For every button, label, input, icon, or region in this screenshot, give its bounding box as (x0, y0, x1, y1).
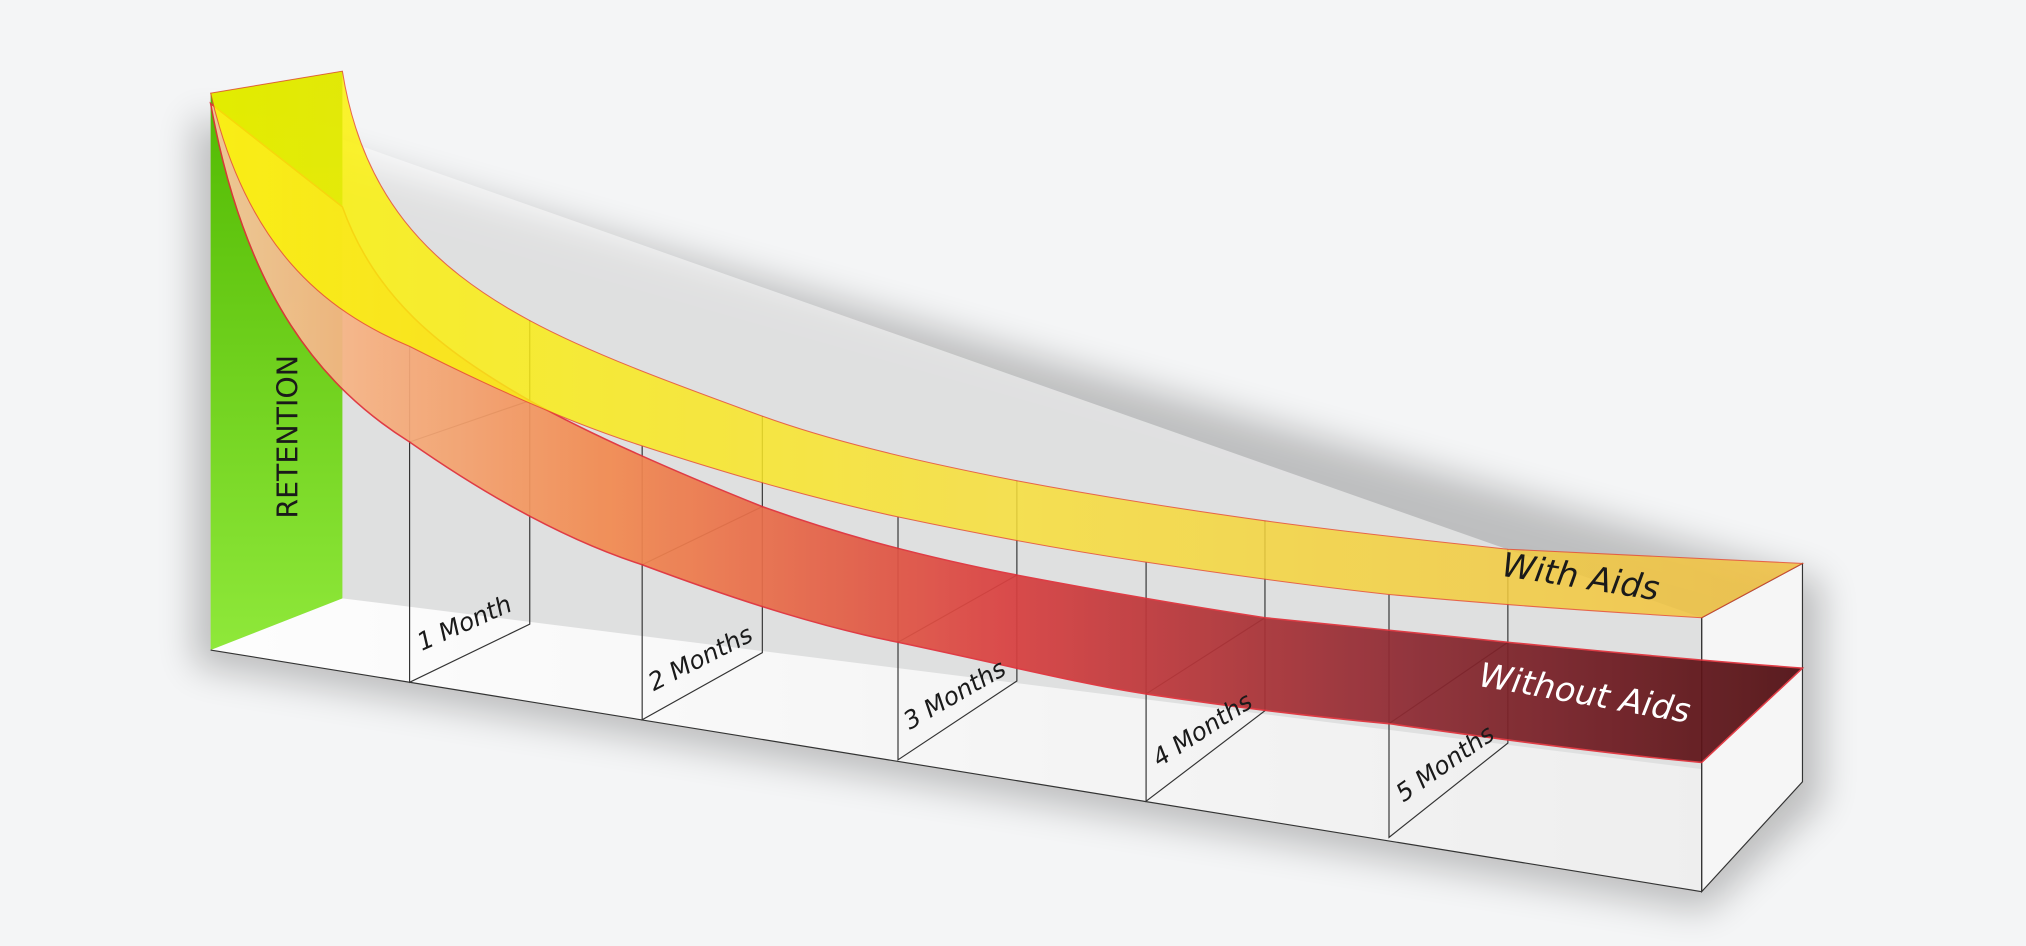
without-aids-surface (209, 101, 1805, 764)
axis-label: RETENTION (271, 355, 304, 519)
with-aids-surface (209, 70, 1805, 619)
